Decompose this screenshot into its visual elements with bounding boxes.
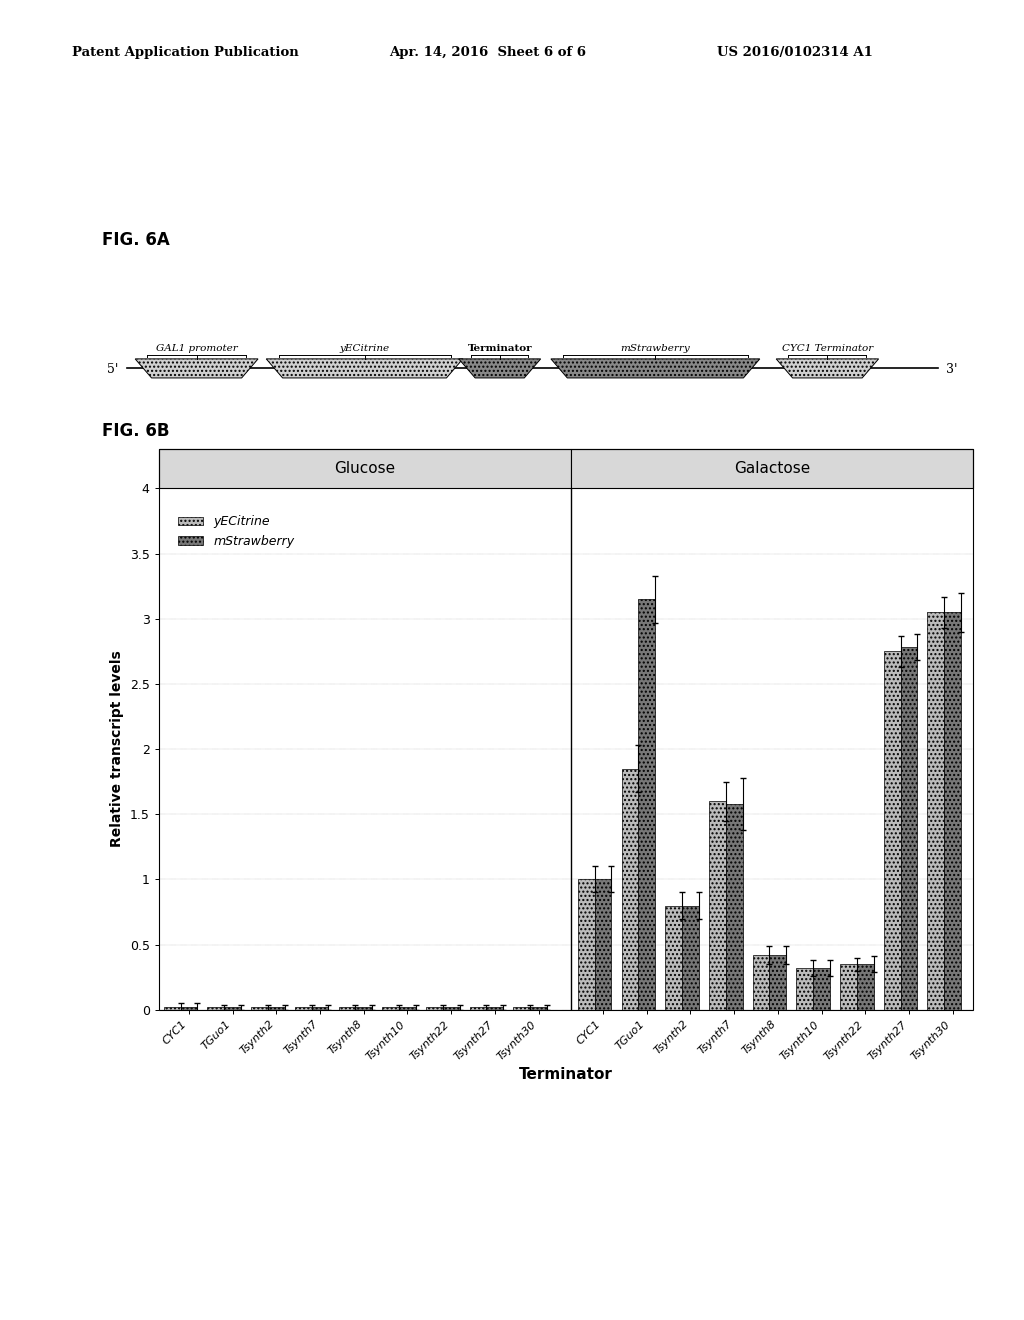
Text: Galactose: Galactose bbox=[733, 462, 810, 477]
Text: US 2016/0102314 A1: US 2016/0102314 A1 bbox=[717, 46, 872, 59]
Bar bbox=[399, 1007, 416, 1010]
Bar bbox=[224, 1007, 241, 1010]
Bar bbox=[944, 612, 962, 1010]
Bar bbox=[900, 647, 918, 1010]
Bar bbox=[578, 879, 595, 1010]
Bar bbox=[208, 1007, 224, 1010]
Bar bbox=[769, 956, 786, 1010]
Bar bbox=[159, 449, 570, 488]
Bar bbox=[622, 768, 638, 1010]
Bar bbox=[884, 651, 900, 1010]
Bar bbox=[595, 879, 611, 1010]
Bar bbox=[513, 1007, 530, 1010]
Text: yECitrine: yECitrine bbox=[340, 345, 389, 352]
Bar bbox=[295, 1007, 311, 1010]
Bar bbox=[164, 1007, 180, 1010]
Text: 5': 5' bbox=[108, 363, 119, 376]
Bar bbox=[442, 1007, 460, 1010]
Bar bbox=[857, 964, 873, 1010]
Text: FIG. 6A: FIG. 6A bbox=[102, 231, 170, 249]
Text: CYC1 Terminator: CYC1 Terminator bbox=[781, 345, 873, 352]
Text: Glucose: Glucose bbox=[334, 462, 395, 477]
Legend: yECitrine, mStrawberry: yECitrine, mStrawberry bbox=[173, 511, 299, 553]
Polygon shape bbox=[551, 359, 760, 378]
Polygon shape bbox=[266, 359, 463, 378]
Bar bbox=[486, 1007, 503, 1010]
Bar bbox=[813, 968, 829, 1010]
Bar bbox=[840, 964, 857, 1010]
Bar bbox=[638, 599, 655, 1010]
X-axis label: Terminator: Terminator bbox=[519, 1067, 612, 1082]
Bar bbox=[382, 1007, 399, 1010]
Bar bbox=[426, 1007, 442, 1010]
Bar bbox=[797, 968, 813, 1010]
Text: FIG. 6B: FIG. 6B bbox=[102, 422, 170, 441]
Polygon shape bbox=[135, 359, 258, 378]
Bar bbox=[251, 1007, 268, 1010]
Text: Apr. 14, 2016  Sheet 6 of 6: Apr. 14, 2016 Sheet 6 of 6 bbox=[389, 46, 586, 59]
Text: mStrawberry: mStrawberry bbox=[621, 345, 690, 352]
Y-axis label: Relative transcript levels: Relative transcript levels bbox=[111, 651, 124, 847]
Bar bbox=[180, 1007, 198, 1010]
Bar bbox=[530, 1007, 547, 1010]
Bar bbox=[570, 449, 973, 488]
Polygon shape bbox=[459, 359, 541, 378]
Bar bbox=[470, 1007, 486, 1010]
Bar bbox=[753, 956, 769, 1010]
Text: Patent Application Publication: Patent Application Publication bbox=[72, 46, 298, 59]
Bar bbox=[726, 804, 742, 1010]
Bar bbox=[311, 1007, 329, 1010]
Bar bbox=[268, 1007, 285, 1010]
Bar bbox=[355, 1007, 372, 1010]
Text: 3': 3' bbox=[946, 363, 957, 376]
Bar bbox=[682, 906, 698, 1010]
Text: Terminator: Terminator bbox=[467, 345, 532, 352]
Bar bbox=[339, 1007, 355, 1010]
Text: GAL1 promoter: GAL1 promoter bbox=[156, 345, 238, 352]
Polygon shape bbox=[776, 359, 879, 378]
Bar bbox=[928, 612, 944, 1010]
Bar bbox=[666, 906, 682, 1010]
Bar bbox=[709, 801, 726, 1010]
